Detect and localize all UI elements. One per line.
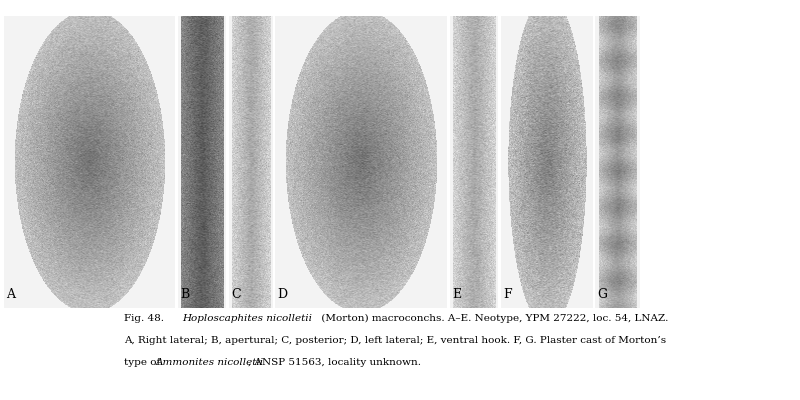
Text: Hoploscaphites nicolletii: Hoploscaphites nicolletii (182, 314, 312, 323)
Text: Ammonites nicolletii: Ammonites nicolletii (156, 358, 264, 367)
Text: type of: type of (124, 358, 163, 367)
Text: F: F (503, 288, 512, 301)
Text: , ANSP 51563, locality unknown.: , ANSP 51563, locality unknown. (248, 358, 421, 367)
Text: Fig. 48.: Fig. 48. (124, 314, 177, 323)
Text: (Morton) macroconchs. A–E. Neotype, YPM 27222, loc. 54, LNAZ.: (Morton) macroconchs. A–E. Neotype, YPM … (318, 314, 669, 323)
Text: G: G (598, 288, 608, 301)
Text: C: C (231, 288, 241, 301)
Text: A, Right lateral; B, apertural; C, posterior; D, left lateral; E, ventral hook. : A, Right lateral; B, apertural; C, poste… (124, 336, 666, 345)
Text: B: B (180, 288, 190, 301)
Text: E: E (452, 288, 461, 301)
Text: A: A (6, 288, 15, 301)
Text: D: D (278, 288, 288, 301)
